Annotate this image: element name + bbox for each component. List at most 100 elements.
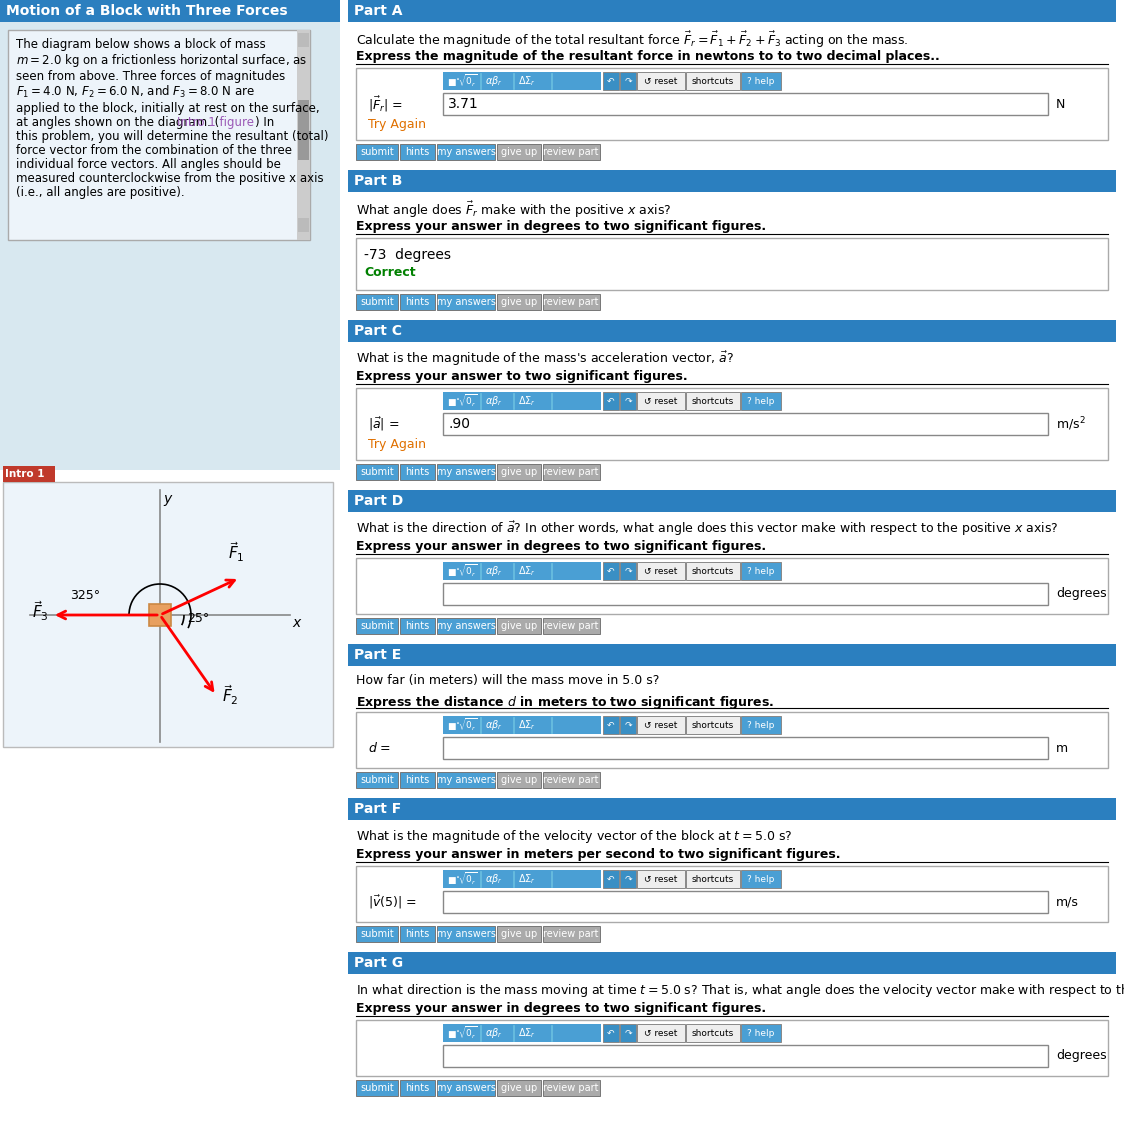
Bar: [149, 604, 171, 626]
Text: ↷: ↷: [624, 721, 632, 730]
Text: $F_1 = 4.0$ N, $F_2 = 6.0$ N, and $F_3 = 8.0$ N are: $F_1 = 4.0$ N, $F_2 = 6.0$ N, and $F_3 =…: [16, 84, 255, 100]
Text: Try Again: Try Again: [368, 118, 426, 131]
Text: Part D: Part D: [354, 493, 404, 508]
Text: ↺ reset: ↺ reset: [644, 874, 678, 883]
Bar: [497, 464, 541, 480]
Bar: [543, 1080, 600, 1096]
Bar: [637, 72, 685, 90]
Text: ? help: ? help: [747, 76, 774, 85]
Bar: [356, 1080, 398, 1096]
Text: ↷: ↷: [624, 397, 632, 406]
Text: $\blacksquare^{\circ}\!\sqrt{0_r}$: $\blacksquare^{\circ}\!\sqrt{0_r}$: [447, 717, 478, 733]
Text: shortcuts: shortcuts: [692, 76, 734, 85]
Text: ↷: ↷: [624, 566, 632, 575]
Bar: [543, 772, 600, 788]
Bar: [298, 100, 309, 160]
Bar: [620, 72, 636, 90]
Bar: [637, 716, 685, 735]
Text: ↶: ↶: [607, 397, 615, 406]
Bar: [686, 870, 740, 888]
Text: submit: submit: [360, 929, 393, 939]
Text: give up: give up: [501, 467, 537, 478]
Text: m: m: [1057, 741, 1068, 755]
Text: In what direction is the mass moving at time $t = 5.0$ s? That is, what angle do: In what direction is the mass moving at …: [356, 982, 1124, 999]
Text: ↷: ↷: [624, 874, 632, 883]
Text: $m = 2.0$ kg on a frictionless horizontal surface, as: $m = 2.0$ kg on a frictionless horizonta…: [16, 52, 307, 69]
Bar: [497, 772, 541, 788]
Bar: [602, 392, 619, 410]
Bar: [497, 294, 541, 310]
Bar: [437, 464, 495, 480]
Bar: [602, 562, 619, 580]
Text: ↶: ↶: [607, 76, 615, 85]
Bar: [741, 1024, 781, 1041]
Text: Express your answer in degrees to two significant figures.: Express your answer in degrees to two si…: [356, 540, 767, 553]
Text: .90: .90: [448, 417, 470, 431]
Text: x: x: [292, 616, 300, 630]
Text: ↶: ↶: [607, 1029, 615, 1037]
Text: ) In: ) In: [255, 116, 274, 128]
Text: $\alpha\beta_r$: $\alpha\beta_r$: [484, 74, 502, 88]
Text: shortcuts: shortcuts: [692, 874, 734, 883]
Text: Part A: Part A: [354, 5, 402, 18]
Text: m/s: m/s: [1057, 896, 1079, 908]
Text: ? help: ? help: [747, 1029, 774, 1037]
Text: submit: submit: [360, 147, 393, 157]
Text: $\vec{F}_1$: $\vec{F}_1$: [228, 540, 245, 564]
Bar: [3, 466, 55, 482]
Bar: [348, 0, 1116, 22]
Text: ↶: ↶: [607, 874, 615, 883]
Bar: [543, 619, 600, 634]
Text: $|\vec{v}(5)|$ =: $|\vec{v}(5)|$ =: [368, 894, 417, 911]
Text: Intro 1: Intro 1: [4, 468, 45, 479]
Text: $\Delta\Sigma_r$: $\Delta\Sigma_r$: [518, 719, 536, 732]
Bar: [637, 392, 685, 410]
Bar: [356, 68, 1108, 140]
Bar: [8, 30, 310, 240]
Text: Part B: Part B: [354, 174, 402, 188]
Bar: [400, 294, 435, 310]
Bar: [3, 482, 333, 747]
Bar: [443, 562, 601, 580]
Text: $\vec{F}_3$: $\vec{F}_3$: [31, 599, 48, 623]
Text: m/s$^2$: m/s$^2$: [1057, 415, 1086, 433]
Text: $\alpha\beta_r$: $\alpha\beta_r$: [484, 395, 502, 408]
Bar: [543, 144, 600, 160]
Text: ↷: ↷: [624, 1029, 632, 1037]
Bar: [443, 72, 601, 90]
Text: give up: give up: [501, 929, 537, 939]
Bar: [543, 464, 600, 480]
Text: Express the magnitude of the resultant force in newtons to to two decimal places: Express the magnitude of the resultant f…: [356, 50, 940, 63]
Text: review part: review part: [543, 297, 599, 307]
Text: ↺ reset: ↺ reset: [644, 1029, 678, 1037]
Bar: [356, 619, 398, 634]
Bar: [443, 716, 601, 735]
Text: hints: hints: [405, 467, 429, 478]
Bar: [620, 1024, 636, 1041]
Bar: [356, 464, 398, 480]
Bar: [741, 392, 781, 410]
Text: Express your answer to two significant figures.: Express your answer to two significant f…: [356, 370, 688, 383]
Text: review part: review part: [543, 147, 599, 157]
Bar: [356, 294, 398, 310]
Text: measured counterclockwise from the positive x axis: measured counterclockwise from the posit…: [16, 172, 324, 185]
Bar: [356, 1020, 1108, 1076]
Text: review part: review part: [543, 1084, 599, 1093]
Bar: [0, 22, 339, 470]
Bar: [356, 558, 1108, 614]
Text: my answers: my answers: [436, 775, 496, 785]
Text: ↶: ↶: [607, 721, 615, 730]
Text: give up: give up: [501, 1084, 537, 1093]
Text: Correct: Correct: [364, 266, 416, 279]
Text: submit: submit: [360, 621, 393, 631]
Text: Calculate the magnitude of the total resultant force $\vec{F}_r = \vec{F}_1 + \v: Calculate the magnitude of the total res…: [356, 30, 908, 50]
Text: submit: submit: [360, 467, 393, 478]
Text: Part C: Part C: [354, 324, 402, 338]
Text: 325°: 325°: [70, 589, 100, 601]
Bar: [400, 772, 435, 788]
Text: Part F: Part F: [354, 802, 401, 816]
Bar: [443, 870, 601, 888]
Text: What is the direction of $\vec{a}$? In other words, what angle does this vector : What is the direction of $\vec{a}$? In o…: [356, 520, 1059, 538]
Text: at angles shown on the diagram. (: at angles shown on the diagram. (: [16, 116, 219, 128]
Text: shortcuts: shortcuts: [692, 1029, 734, 1037]
